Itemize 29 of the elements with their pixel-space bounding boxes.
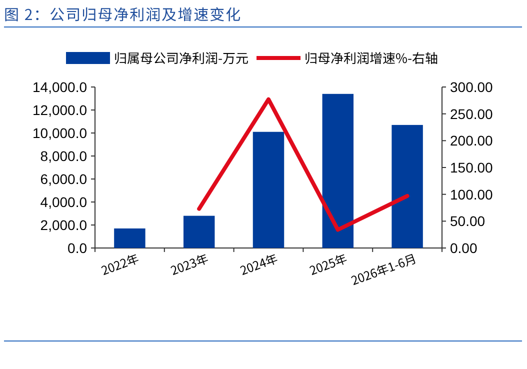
y2-tick-label: 250.00 — [450, 106, 494, 122]
x-tick-label: 2025年 — [307, 250, 350, 279]
y2-tick-label: 100.00 — [450, 186, 494, 202]
y-tick-label: 12,000.0 — [32, 102, 88, 118]
line-series — [197, 97, 410, 232]
y2-tick-label: 200.00 — [450, 132, 494, 149]
legend-label: 归属母公司净利润-万元 — [114, 48, 249, 67]
y-tick-label: 14,000.0 — [32, 79, 88, 95]
x-tick-label: 2023年 — [168, 250, 210, 279]
y2-tick-label: 150.00 — [450, 160, 494, 176]
y-tick-label: 4,000.0 — [40, 194, 88, 210]
y-tick-label: 6,000.0 — [40, 171, 88, 187]
y-tick-label: 0.0 — [68, 240, 88, 256]
bar — [252, 132, 284, 248]
y2-tick-label: 300.00 — [450, 79, 494, 95]
y2-tick-label: 50.00 — [450, 213, 486, 230]
y2-tick-label: 0.00 — [450, 240, 478, 256]
x-tick-label: 2024年 — [238, 250, 280, 279]
x-tick-label: 2026年1-6月 — [348, 250, 419, 290]
y-tick-label: 2,000.0 — [40, 217, 88, 233]
chart-title: 图 2：公司归母净利润及增速变化 — [4, 4, 242, 25]
x-tick-label: 2022年 — [98, 250, 142, 279]
legend-label: 归母净利润增速%-右轴 — [304, 48, 438, 67]
bar — [322, 94, 354, 248]
bar — [183, 216, 215, 248]
y-tick-label: 8,000.0 — [40, 148, 88, 164]
y-tick-label: 10,000.0 — [32, 125, 88, 141]
bar — [392, 124, 423, 248]
bar — [114, 228, 146, 248]
